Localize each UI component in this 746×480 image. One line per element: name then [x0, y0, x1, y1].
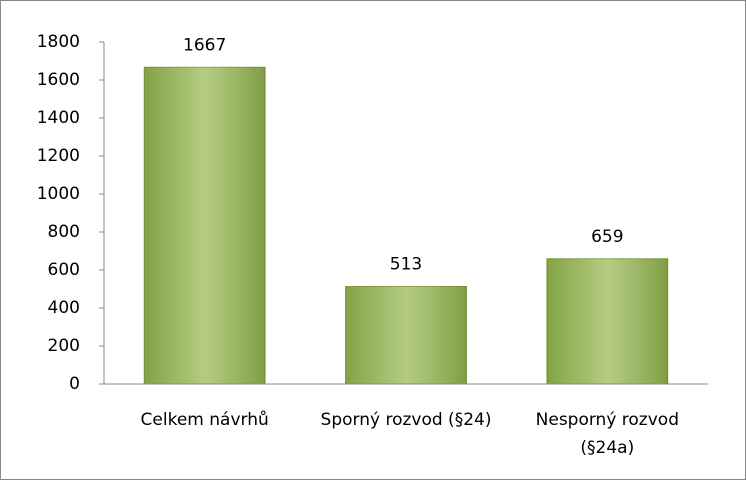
x-tick-label: Celkem návrhů — [140, 410, 269, 430]
bar-shine — [144, 67, 266, 385]
x-tick-label: Nesporný rozvod (§24a) — [535, 410, 679, 458]
data-label: 513 — [390, 255, 422, 275]
data-label: 659 — [591, 227, 623, 247]
y-tick-label: 1800 — [37, 32, 80, 52]
y-tick-label: 800 — [48, 222, 80, 242]
y-tick-label: 400 — [48, 298, 80, 318]
y-tick-label: 200 — [48, 336, 80, 356]
y-tick-label: 1600 — [37, 70, 80, 90]
y-tick-label: 1000 — [37, 184, 80, 204]
y-tick-label: 1400 — [37, 108, 80, 128]
y-tick-label: 1200 — [37, 146, 80, 166]
bar-shine — [546, 258, 668, 384]
y-tick-label: 0 — [69, 374, 80, 394]
bar-shine — [345, 286, 467, 384]
x-tick-label: Sporný rozvod (§24) — [320, 410, 492, 430]
y-tick-label: 600 — [48, 260, 80, 280]
data-label: 1667 — [183, 35, 226, 55]
